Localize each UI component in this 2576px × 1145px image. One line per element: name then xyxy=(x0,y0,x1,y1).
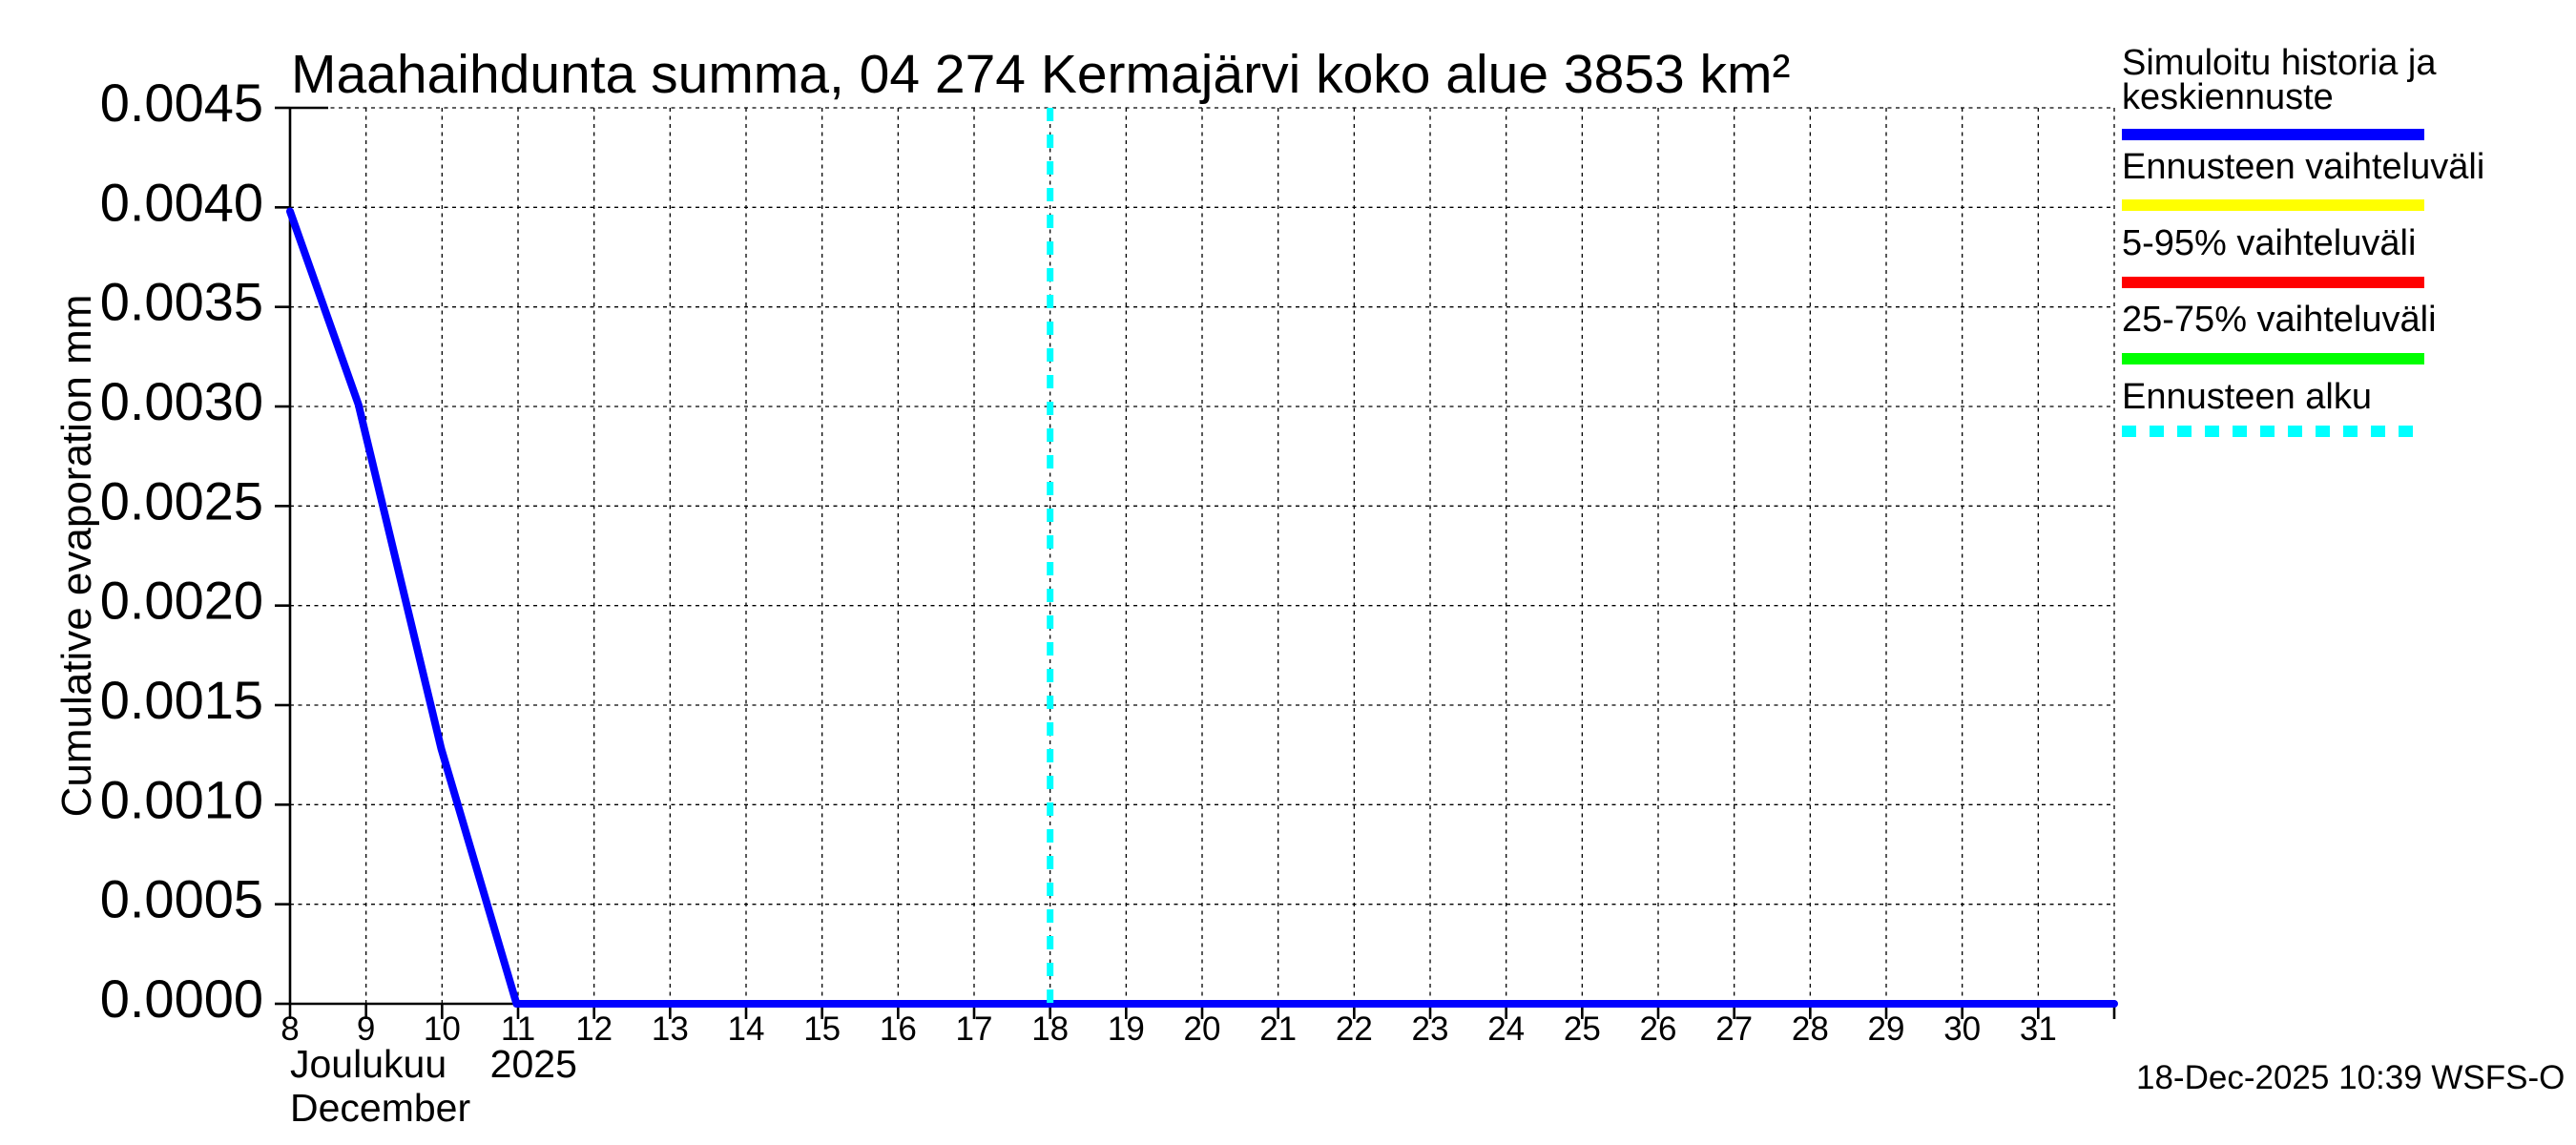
svg-text:17: 17 xyxy=(956,1010,993,1048)
svg-text:0.0010: 0.0010 xyxy=(100,769,263,829)
svg-text:0.0025: 0.0025 xyxy=(100,470,263,531)
svg-text:22: 22 xyxy=(1336,1010,1373,1048)
svg-text:30: 30 xyxy=(1943,1010,1981,1048)
svg-text:0.0005: 0.0005 xyxy=(100,869,263,929)
svg-text:13: 13 xyxy=(652,1010,689,1048)
svg-text:0.0030: 0.0030 xyxy=(100,371,263,431)
svg-text:0.0040: 0.0040 xyxy=(100,172,263,232)
svg-text:31: 31 xyxy=(2020,1010,2057,1048)
svg-text:21: 21 xyxy=(1259,1010,1297,1048)
svg-text:14: 14 xyxy=(728,1010,765,1048)
svg-text:Ennusteen alku: Ennusteen alku xyxy=(2122,377,2372,417)
svg-text:29: 29 xyxy=(1868,1010,1905,1048)
svg-text:19: 19 xyxy=(1108,1010,1145,1048)
svg-text:15: 15 xyxy=(803,1010,841,1048)
svg-text:18-Dec-2025 10:39 WSFS-O: 18-Dec-2025 10:39 WSFS-O xyxy=(2136,1059,2565,1096)
svg-text:20: 20 xyxy=(1184,1010,1221,1048)
svg-text:0.0015: 0.0015 xyxy=(100,670,263,730)
svg-text:28: 28 xyxy=(1792,1010,1829,1048)
svg-text:24: 24 xyxy=(1487,1010,1525,1048)
svg-text:12: 12 xyxy=(575,1010,613,1048)
svg-text:0.0020: 0.0020 xyxy=(100,571,263,631)
svg-text:16: 16 xyxy=(880,1010,917,1048)
svg-text:0.0000: 0.0000 xyxy=(100,968,263,1029)
svg-text:December: December xyxy=(290,1086,470,1130)
svg-text:23: 23 xyxy=(1412,1010,1449,1048)
svg-text:0.0045: 0.0045 xyxy=(100,73,263,133)
svg-text:keskiennuste: keskiennuste xyxy=(2122,77,2334,117)
svg-text:0.0035: 0.0035 xyxy=(100,272,263,332)
svg-text:27: 27 xyxy=(1715,1010,1753,1048)
svg-text:Cumulative evaporation mm: Cumulative evaporation mm xyxy=(53,295,100,818)
svg-text:26: 26 xyxy=(1640,1010,1677,1048)
svg-text:18: 18 xyxy=(1031,1010,1069,1048)
svg-text:25: 25 xyxy=(1564,1010,1601,1048)
svg-text:Joulukuu 2025: Joulukuu 2025 xyxy=(290,1042,577,1086)
svg-text:5-95% vaihteluväli: 5-95% vaihteluväli xyxy=(2122,223,2416,263)
svg-text:25-75% vaihteluväli: 25-75% vaihteluväli xyxy=(2122,300,2437,340)
svg-text:Maahaihdunta summa, 04 274 Ker: Maahaihdunta summa, 04 274 Kermajärvi ko… xyxy=(291,44,1791,105)
svg-text:Ennusteen vaihteluväli: Ennusteen vaihteluväli xyxy=(2122,147,2484,187)
